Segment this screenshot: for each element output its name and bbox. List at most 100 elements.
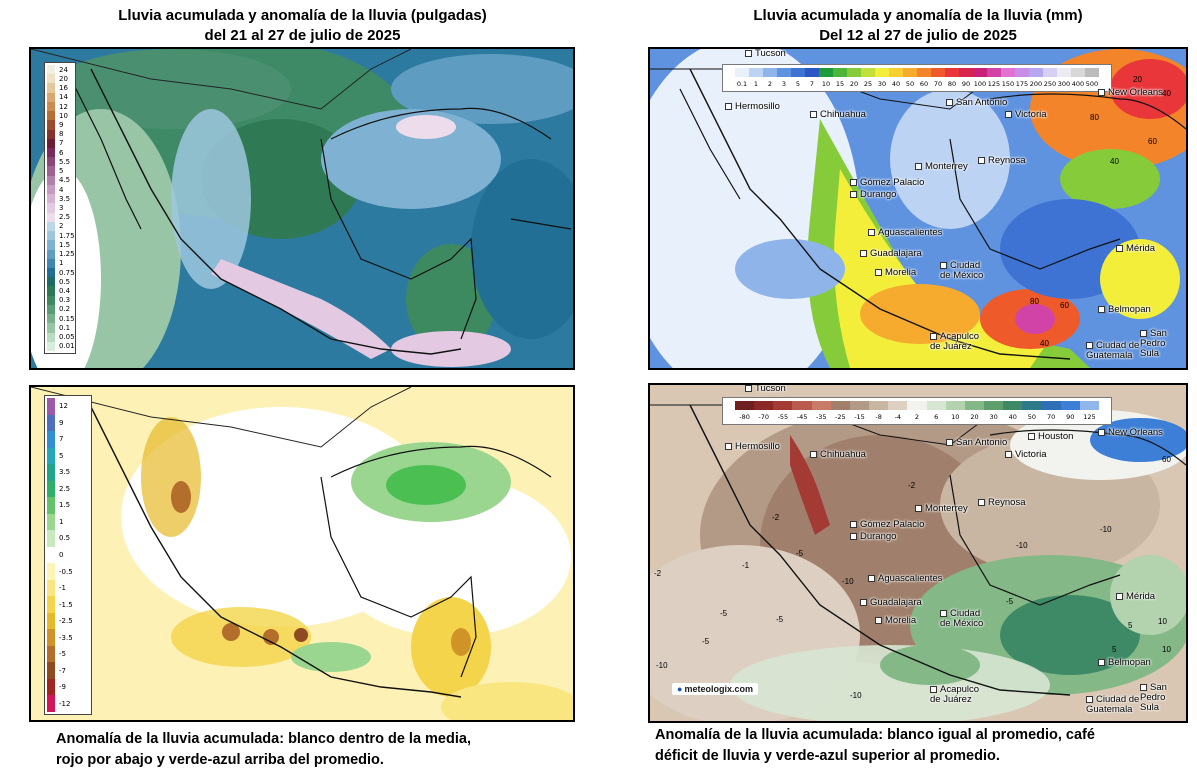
- legend-label: 3: [59, 203, 64, 212]
- legend-label: -5: [59, 650, 66, 659]
- legend-label: 14: [59, 93, 68, 102]
- legend-swatch: [1003, 401, 1023, 410]
- city-label: Belmopan: [1098, 304, 1151, 315]
- city-label: Aguascalientes: [868, 227, 942, 238]
- legend-entry: 20: [45, 74, 75, 84]
- legend-swatch: [1029, 68, 1043, 77]
- legend-label: -15: [854, 413, 865, 421]
- legend-label: 2: [914, 413, 920, 421]
- legend-swatch: [47, 612, 55, 630]
- legend-entry: 5: [45, 447, 91, 465]
- legend-swatch: [47, 645, 55, 663]
- city-label: San Antonio: [946, 437, 1007, 448]
- legend-swatch: [1079, 401, 1099, 410]
- legend-swatch: [47, 398, 55, 415]
- legend-swatch: [1071, 68, 1085, 77]
- isoline-label: 40: [1110, 157, 1119, 166]
- legend-entry: 2.5: [45, 212, 75, 222]
- legend-label: 5: [795, 80, 801, 88]
- legend-swatch: [47, 447, 55, 465]
- caption-right: Anomalía de la lluvia acumulada: blanco …: [655, 725, 1195, 767]
- legend-swatch: [1060, 401, 1080, 410]
- caption-left-line2: rojo por abajo y verde-azul arriba del p…: [56, 752, 384, 768]
- title-left: Lluvia acumulada y anomalía de la lluvia…: [30, 6, 575, 46]
- legend-swatch: [1001, 68, 1015, 77]
- isoline-label: -10: [1016, 541, 1028, 550]
- legend-swatch: [945, 68, 959, 77]
- isoline-label: -10: [842, 577, 854, 586]
- legend-entry: 0.5: [45, 277, 75, 287]
- legend-swatch: [47, 530, 55, 547]
- legend-entry: 4: [45, 184, 75, 195]
- legend-entry: 0.05: [45, 332, 75, 342]
- legend-label: 200: [1029, 80, 1043, 88]
- legend-label: 0.1: [59, 323, 71, 332]
- legend-entry: 5.5: [45, 157, 75, 167]
- legend-swatch: [47, 579, 55, 597]
- isoline-label: -5: [1006, 597, 1014, 606]
- legend-entry: 1: [45, 258, 75, 268]
- city-label: Aguascalientes: [868, 573, 942, 584]
- legend-label: 2.5: [59, 213, 71, 222]
- legend-label: 40: [891, 80, 901, 88]
- legend-label: 40: [1008, 413, 1017, 421]
- map-anomaly-mm: -80 -70 -55 -45 -35 -25 -15 -8 -4 2 6 10 20 30 40 50 70 9…: [648, 383, 1188, 723]
- legend-label: 20: [849, 80, 859, 88]
- legend-label: 70: [1046, 413, 1056, 421]
- legend-swatch: [47, 314, 55, 324]
- legend-label: -9: [59, 683, 66, 692]
- legend-entry: -9: [45, 678, 91, 696]
- legend-label: -7: [59, 666, 66, 675]
- legend-entry: 0: [45, 546, 91, 564]
- legend-swatch: [47, 332, 55, 342]
- legend-label: 30: [989, 413, 998, 421]
- legend-swatch: [1041, 401, 1061, 410]
- isoline-label: -5: [720, 609, 728, 618]
- legend-swatch: [47, 323, 55, 333]
- legend-label: -80: [739, 413, 750, 421]
- legend-label: 4: [59, 185, 64, 194]
- map-accumulated-mm-graphic: [650, 49, 1186, 368]
- city-label: Ciudad de Guatemala: [1086, 695, 1146, 715]
- map-accumulated-inches: 24 20 16 14 12 10 9 8 7 6 5.5 5 4.5 4 3.5 3 2.5 2 1.75 1.5 1…: [29, 47, 575, 370]
- city-label: Mérida: [1116, 243, 1155, 254]
- legend-label: -2.5: [59, 617, 73, 626]
- isoline-label: -5: [702, 637, 710, 646]
- legend-swatch: [47, 629, 55, 646]
- legend-swatch: [1022, 401, 1042, 410]
- legend-swatch: [47, 341, 55, 351]
- legend-entry: -1.5: [45, 596, 91, 613]
- legend-entry: 2.5: [45, 480, 91, 498]
- legend-swatch: [1015, 68, 1029, 77]
- legend-label: 0.1: [736, 80, 748, 88]
- legend-entry: 0.1: [45, 323, 75, 333]
- legend-swatch: [861, 68, 875, 77]
- legend-swatch: [47, 513, 55, 531]
- isoline-label: -10: [1100, 525, 1112, 534]
- legend-entry: 0.5: [45, 530, 91, 547]
- legend-label: 3.5: [59, 468, 71, 477]
- isoline-label: 10: [1162, 645, 1171, 654]
- legend-label: 100: [973, 80, 987, 88]
- title-right-line2: Del 12 al 27 de julio de 2025: [819, 27, 1017, 44]
- city-label: Durango: [850, 189, 896, 200]
- legend-entry: 9: [45, 120, 75, 130]
- legend-entry: 8: [45, 129, 75, 139]
- legend-swatch: [973, 68, 987, 77]
- city-label: Belmopan: [1098, 657, 1151, 668]
- legend-label: 3: [781, 80, 787, 88]
- legend-label: 0.3: [59, 296, 71, 305]
- legend-swatch: [47, 138, 55, 149]
- legend-swatch: [869, 401, 889, 410]
- legend-label: -1: [59, 584, 66, 593]
- title-right: Lluvia acumulada y anomalía de la lluvia…: [648, 6, 1188, 46]
- legend-swatch: [47, 480, 55, 498]
- city-label: Ciudad de México: [940, 609, 990, 629]
- legend-label: -8: [875, 413, 882, 421]
- legend-swatch: [47, 662, 55, 679]
- legend-label: 125: [987, 80, 1001, 88]
- legend-swatch: [819, 68, 833, 77]
- legend-swatch: [987, 68, 1001, 77]
- legend-entry: 1.5: [45, 240, 75, 250]
- legend-swatch: [47, 120, 55, 130]
